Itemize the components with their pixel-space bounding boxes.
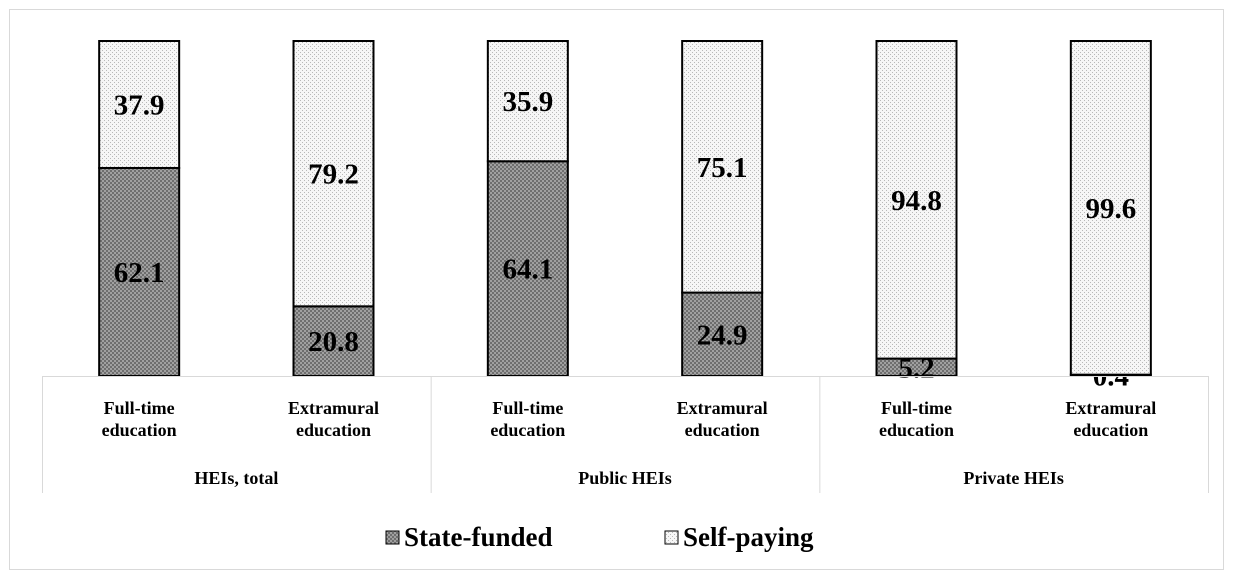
category-label-6: Extramural education [1065, 398, 1156, 440]
category-label-4: Extramural education [677, 398, 768, 440]
group-label-1: HEIs, total [194, 468, 278, 488]
bar-self-paying-3 [486, 40, 569, 163]
category-label-3: Full-time education [490, 398, 565, 440]
legend-label-self-paying: Self-paying [683, 522, 814, 552]
legend-label-state-funded: State-funded [404, 522, 553, 552]
data-label-state-funded-2: 20.8 [308, 326, 359, 358]
category-axis: Full-time education Extramural education HEI… [42, 376, 1209, 493]
bar-self-paying-2 [292, 40, 375, 308]
data-label-state-funded-3: 64.1 [502, 254, 553, 286]
data-label-self-paying-3: 35.9 [502, 86, 553, 118]
data-label-self-paying-6: 99.6 [1085, 193, 1136, 225]
data-label-state-funded-4: 24.9 [697, 319, 748, 351]
category-label-1: Full-time education [102, 398, 177, 440]
bar-self-paying-5 [875, 40, 958, 360]
legend-swatch-state-funded [385, 530, 400, 545]
category-label-2: Extramural education [288, 398, 379, 440]
data-label-self-paying-5: 94.8 [891, 185, 942, 217]
bar-self-paying-4 [681, 40, 764, 294]
chart-outer-border [9, 9, 1224, 570]
category-label-5: Full-time education [879, 398, 954, 440]
data-label-self-paying-2: 79.2 [308, 159, 359, 191]
legend: State-funded Self-paying [385, 522, 814, 552]
bar-self-paying-6 [1069, 40, 1152, 376]
bar-state-funded-1 [98, 166, 181, 377]
legend-swatch-self-paying [664, 530, 679, 545]
group-label-3: Private HEIs [963, 468, 1064, 488]
data-label-state-funded-1: 62.1 [114, 257, 165, 289]
bar-self-paying-1 [98, 40, 181, 169]
data-label-self-paying-1: 37.9 [114, 89, 165, 121]
bars-layer: 62.137.920.879.264.135.924.975.15.294.80… [98, 40, 1152, 392]
data-label-self-paying-4: 75.1 [697, 152, 748, 184]
group-label-2: Public HEIs [578, 468, 672, 488]
